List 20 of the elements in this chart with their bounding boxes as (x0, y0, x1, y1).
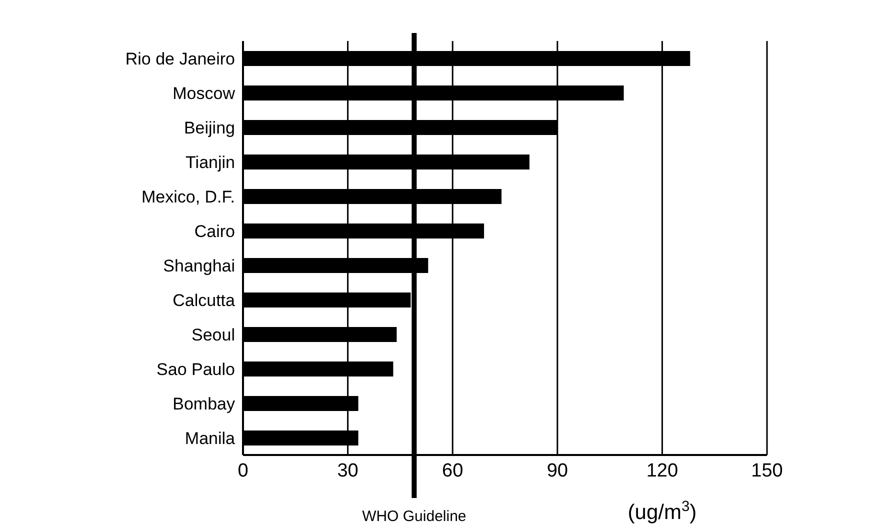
x-tick-label: 0 (238, 460, 248, 482)
x-tick-label: 120 (646, 460, 678, 482)
x-tick-label: 90 (546, 460, 568, 482)
y-tick-label: Manila (184, 428, 236, 448)
y-tick-label: Cairo (194, 222, 235, 241)
x-tick-label: 60 (442, 460, 464, 482)
y-tick-label: Calcutta (172, 290, 236, 310)
y-tick-label: Beijing (184, 118, 235, 138)
y-tick-label: Bombay (172, 394, 236, 414)
ref-line-label: WHO Guideline (362, 508, 466, 525)
x-tick-label: 30 (337, 460, 358, 482)
y-tick-label: Moscow (172, 84, 236, 103)
x-tick-label: 150 (751, 460, 783, 482)
y-tick-label: Sao Paulo (156, 360, 235, 379)
y-tick-label: Seoul (192, 325, 235, 344)
y-tick-label: Mexico, D.F. (141, 187, 235, 206)
y-tick-label: Shanghai (163, 256, 235, 276)
x-axis-title: (ug/m$^{3}$) (628, 499, 697, 524)
y-tick-label: Rio de Janeiro (125, 49, 235, 68)
y-tick-label: Tianjin (186, 152, 235, 172)
